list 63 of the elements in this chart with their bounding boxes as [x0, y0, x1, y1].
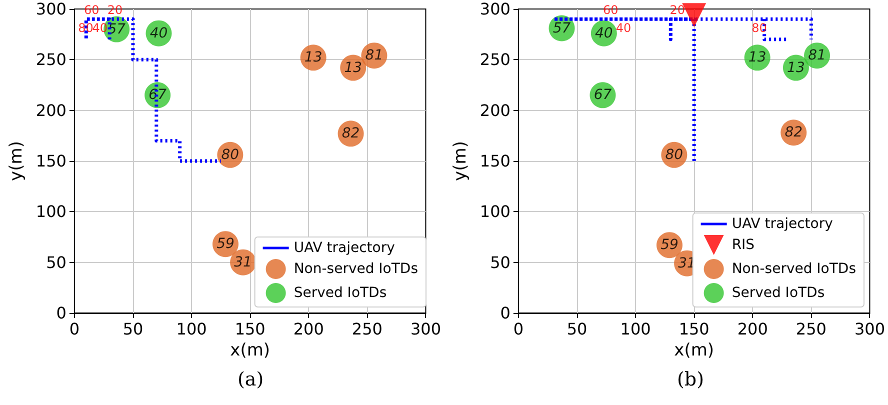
- y-tick-label: 200: [480, 100, 510, 120]
- annotation: 80: [752, 21, 767, 36]
- legend-label: UAV trajectory: [294, 240, 395, 256]
- y-tick-label: 200: [36, 100, 66, 120]
- annotation: 82: [342, 126, 360, 142]
- legend-label: Non-served IoTDs: [732, 261, 856, 277]
- x-tick-label: 50: [122, 320, 144, 338]
- annotation: 67: [148, 87, 167, 104]
- y-tick-label: 50: [490, 252, 510, 272]
- annotation: 80: [78, 21, 94, 36]
- x-tick-label: 100: [176, 320, 207, 338]
- y-tick-label: 300: [480, 0, 510, 18]
- x-axis-title: x(m): [674, 340, 714, 360]
- y-tick-label: 0: [500, 304, 510, 322]
- y-tick-label: 300: [36, 0, 66, 18]
- annotation: 81: [808, 48, 826, 64]
- x-tick-label: 150: [678, 320, 710, 338]
- x-tick-label: 100: [620, 320, 651, 338]
- text: (a): [238, 368, 264, 390]
- annotation: 81: [365, 48, 384, 64]
- annotation: 13: [344, 60, 362, 76]
- y-tick-label: 250: [480, 50, 510, 70]
- x-tick-label: 250: [352, 320, 382, 338]
- annotation: 59: [216, 236, 234, 252]
- annotation: 57: [552, 20, 571, 36]
- x-tick-label: 50: [566, 320, 588, 338]
- legend-label: Served IoTDs: [294, 285, 387, 301]
- x-tick-label: 0: [69, 320, 80, 338]
- x-tick-label: 200: [737, 320, 768, 338]
- legend-label: UAV trajectory: [732, 216, 833, 232]
- y-tick-label: 0: [56, 304, 66, 322]
- legend-label: RIS: [732, 237, 755, 253]
- text: (b): [677, 368, 704, 390]
- legend-label: Non-served IoTDs: [294, 261, 418, 277]
- y-axis-title: y(m): [6, 141, 26, 181]
- y-tick-label: 150: [480, 152, 510, 170]
- annotation: 59: [660, 237, 678, 254]
- annotation: 31: [234, 254, 252, 270]
- x-axis-title: x(m): [230, 340, 270, 360]
- y-axis-title: y(m): [450, 141, 470, 181]
- y-tick-label: 100: [480, 202, 510, 222]
- x-tick-label: 150: [234, 320, 266, 338]
- annotation: 13: [304, 50, 322, 66]
- x-tick-label: 300: [410, 320, 442, 338]
- annotation: 13: [787, 60, 805, 76]
- x-tick-label: 200: [293, 320, 324, 338]
- y-tick-label: 150: [36, 152, 66, 170]
- annotation: 80: [221, 146, 240, 163]
- annotation: 80: [665, 146, 684, 163]
- annotation: 40: [150, 25, 168, 42]
- y-tick-label: 50: [46, 252, 66, 272]
- x-tick-label: 300: [854, 320, 886, 338]
- y-tick-label: 100: [36, 202, 66, 222]
- annotation: 31: [678, 255, 696, 272]
- annotation: 40: [595, 25, 613, 42]
- x-tick-label: 0: [513, 320, 524, 338]
- annotation: 40: [616, 21, 632, 36]
- x-tick-label: 250: [796, 320, 826, 338]
- legend-label: Served IoTDs: [732, 285, 825, 301]
- annotation: 13: [748, 50, 766, 66]
- y-tick-label: 250: [36, 50, 66, 70]
- annotation: 82: [784, 124, 803, 141]
- annotation: 67: [594, 87, 612, 104]
